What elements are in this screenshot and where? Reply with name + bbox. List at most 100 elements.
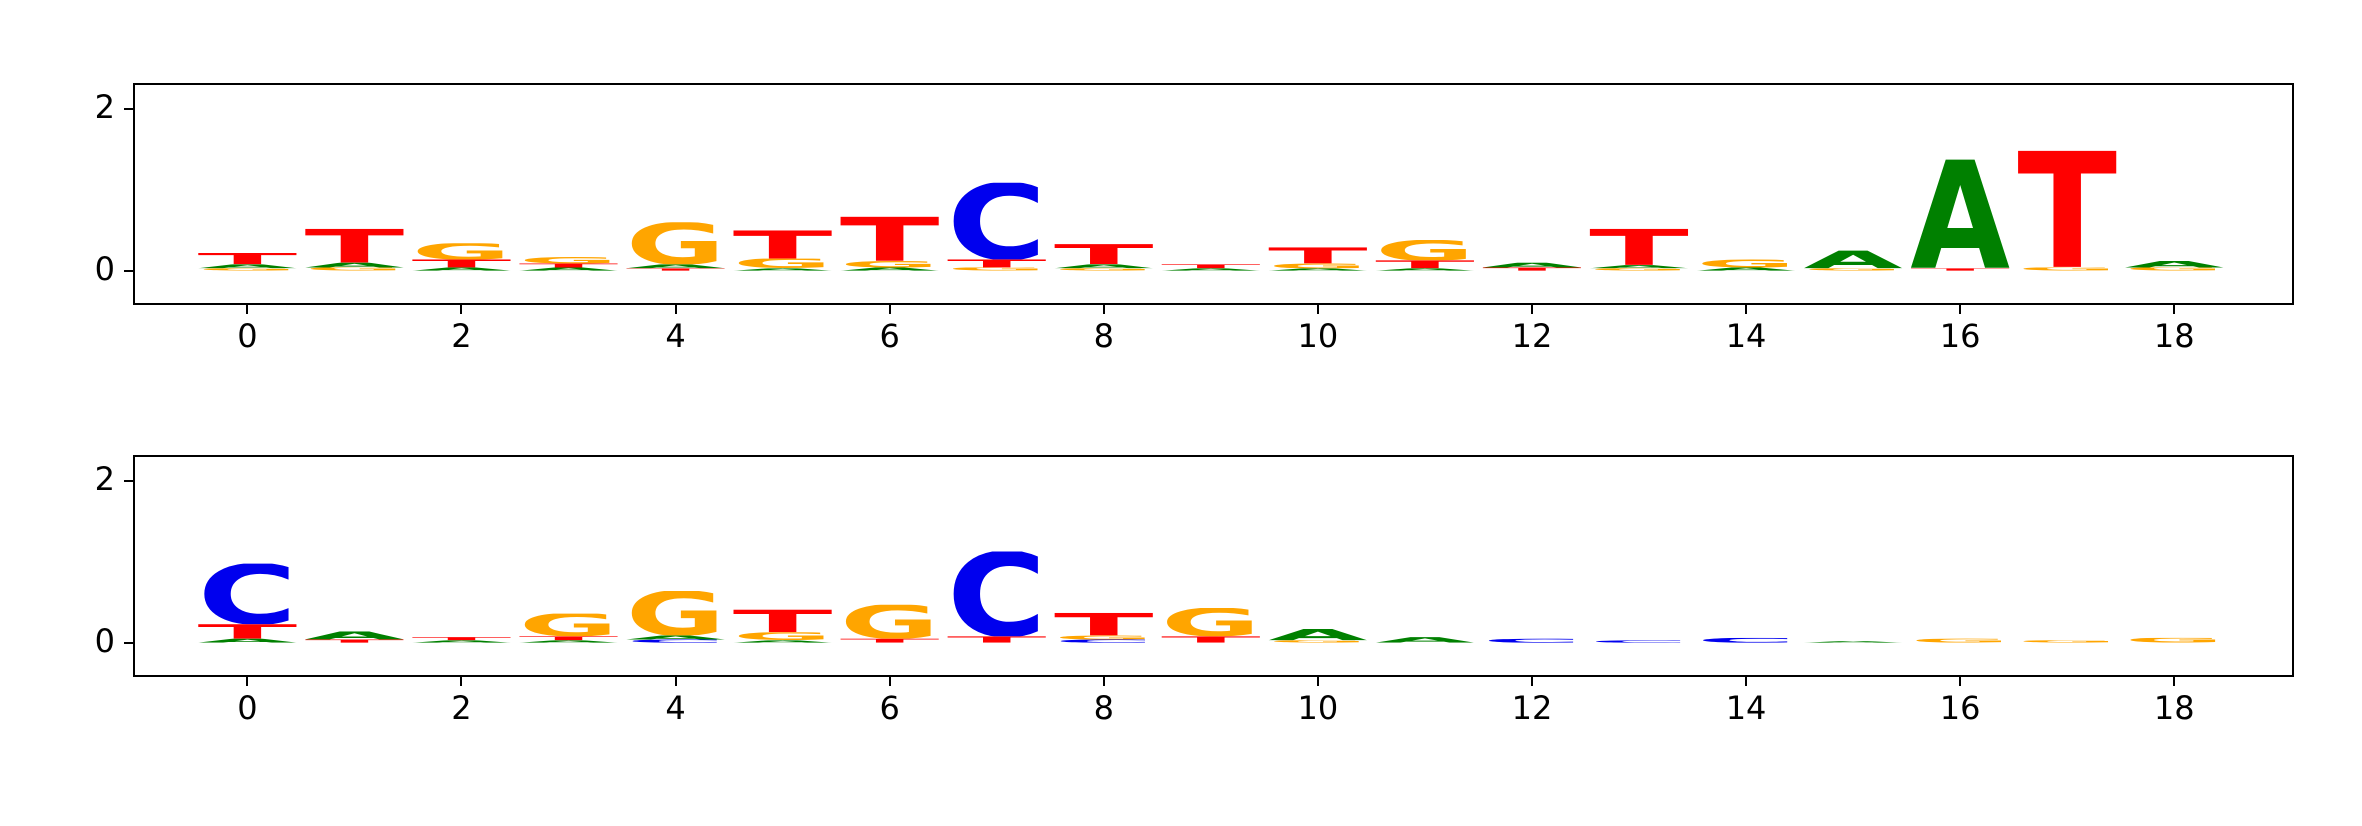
logo-letter-A: A bbox=[1482, 263, 1582, 268]
logo-letter-G: G bbox=[2124, 638, 2224, 643]
svg-text:G: G bbox=[733, 256, 833, 271]
x-tick-mark bbox=[1745, 305, 1748, 314]
logo-letter-T: T bbox=[1482, 267, 1582, 270]
svg-text:G: G bbox=[840, 259, 940, 269]
logo-letter-G: G bbox=[1268, 640, 1368, 642]
x-tick-mark bbox=[246, 677, 249, 686]
svg-text:C: C bbox=[198, 547, 298, 643]
logo-letter-A: A bbox=[1268, 629, 1368, 640]
logo-letter-A: A bbox=[1696, 267, 1796, 270]
logo-letter-T: T bbox=[1054, 239, 1154, 271]
svg-text:A: A bbox=[626, 634, 726, 640]
logo-letter-A: A bbox=[626, 264, 726, 268]
svg-text:G: G bbox=[1589, 268, 1689, 272]
logo-letter-A: A bbox=[412, 640, 512, 642]
svg-text:C: C bbox=[626, 639, 726, 644]
svg-text:A: A bbox=[1803, 641, 1903, 644]
x-tick-mark bbox=[1959, 677, 1962, 686]
logo-letter-T: T bbox=[1268, 247, 1368, 263]
logo-letter-G: G bbox=[1054, 634, 1154, 640]
x-tick-mark bbox=[1316, 305, 1319, 314]
x-tick-label: 2 bbox=[451, 317, 472, 355]
x-tick-label: 10 bbox=[1297, 689, 1339, 727]
logo-letter-A: A bbox=[1161, 268, 1261, 270]
svg-text:T: T bbox=[519, 262, 619, 268]
svg-text:A: A bbox=[198, 263, 298, 269]
logo-letter-T: T bbox=[198, 620, 298, 643]
svg-text:A: A bbox=[1054, 263, 1154, 269]
svg-text:G: G bbox=[519, 608, 619, 644]
logo-letter-T: T bbox=[1589, 229, 1689, 265]
logo-letter-G: G bbox=[519, 255, 619, 265]
svg-text:T: T bbox=[840, 205, 940, 275]
svg-text:A: A bbox=[733, 268, 833, 272]
svg-text:C: C bbox=[1054, 639, 1154, 644]
svg-text:A: A bbox=[1268, 268, 1368, 272]
y-tick-mark bbox=[124, 108, 133, 111]
logo-letter-A: A bbox=[2124, 261, 2224, 267]
logo-letter-A: A bbox=[198, 263, 298, 269]
logo-letter-G: G bbox=[2017, 640, 2117, 642]
x-tick-label: 18 bbox=[2153, 689, 2195, 727]
svg-text:G: G bbox=[1375, 235, 1475, 267]
x-tick-mark bbox=[1959, 305, 1962, 314]
x-tick-mark bbox=[1102, 677, 1105, 686]
svg-text:G: G bbox=[947, 267, 1047, 272]
logo-letter-T: T bbox=[412, 637, 512, 640]
logo-letter-C: C bbox=[1054, 639, 1154, 644]
logo-letter-G: G bbox=[1803, 268, 1903, 270]
svg-text:T: T bbox=[626, 268, 726, 272]
svg-text:G: G bbox=[412, 239, 512, 265]
logo-letter-A: A bbox=[1375, 268, 1475, 272]
svg-text:T: T bbox=[198, 250, 298, 268]
logo-letter-C: C bbox=[1482, 638, 1582, 644]
x-tick-mark bbox=[888, 305, 891, 314]
svg-text:C: C bbox=[1482, 638, 1582, 644]
svg-text:G: G bbox=[519, 255, 619, 265]
svg-text:A: A bbox=[840, 267, 940, 272]
svg-text:A: A bbox=[1589, 264, 1689, 269]
logo-letter-T: T bbox=[947, 636, 1047, 642]
logo-letter-T: T bbox=[305, 639, 405, 642]
logo-letter-A: A bbox=[1803, 641, 1903, 644]
logo-letter-C: C bbox=[626, 639, 726, 644]
svg-text:G: G bbox=[1696, 257, 1796, 270]
svg-text:G: G bbox=[1268, 262, 1368, 270]
svg-text:A: A bbox=[305, 261, 405, 269]
svg-text:G: G bbox=[626, 580, 726, 650]
x-tick-mark bbox=[460, 677, 463, 686]
logo-letter-A: A bbox=[1910, 159, 2010, 268]
x-tick-label: 4 bbox=[665, 317, 686, 355]
x-tick-label: 4 bbox=[665, 689, 686, 727]
svg-text:T: T bbox=[1054, 239, 1154, 271]
y-tick-label: 2 bbox=[94, 88, 115, 127]
svg-text:G: G bbox=[840, 596, 940, 650]
y-tick-label: 0 bbox=[94, 249, 115, 288]
logo-letter-T: T bbox=[733, 230, 833, 258]
logo-letter-C: C bbox=[947, 551, 1047, 636]
svg-text:A: A bbox=[1375, 268, 1475, 272]
logo-letter-T: T bbox=[519, 636, 619, 640]
svg-text:A: A bbox=[519, 267, 619, 272]
svg-text:T: T bbox=[198, 620, 298, 643]
logo-letter-A: A bbox=[733, 268, 833, 272]
logo-letter-T: T bbox=[840, 205, 940, 275]
y-tick-mark bbox=[124, 641, 133, 644]
logo-letter-A: A bbox=[1268, 268, 1368, 272]
x-tick-mark bbox=[2173, 305, 2176, 314]
logo-letter-G: G bbox=[305, 267, 405, 270]
logo-letter-T: T bbox=[2017, 150, 2117, 267]
svg-text:G: G bbox=[1910, 638, 2010, 644]
svg-text:G: G bbox=[1054, 634, 1154, 640]
logo-letter-G: G bbox=[198, 268, 298, 270]
svg-text:G: G bbox=[2124, 267, 2224, 272]
logo-letter-T: T bbox=[1054, 613, 1154, 636]
logo-letter-A: A bbox=[626, 634, 726, 640]
svg-text:T: T bbox=[1375, 258, 1475, 271]
x-tick-label: 6 bbox=[879, 689, 900, 727]
x-tick-label: 14 bbox=[1725, 317, 1767, 355]
logo-letter-G: G bbox=[2124, 267, 2224, 272]
